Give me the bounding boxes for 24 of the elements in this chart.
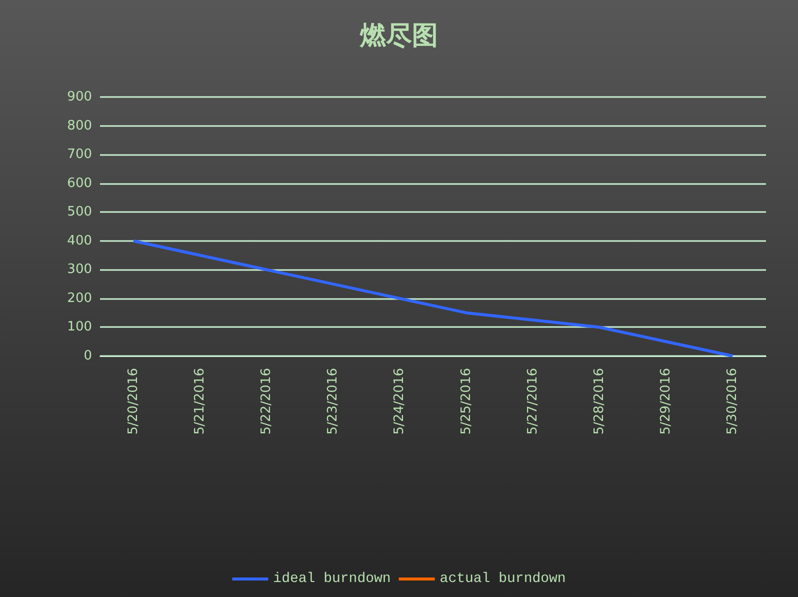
- x-tick-label: 5/28/2016: [592, 368, 607, 435]
- y-tick-label: 800: [67, 118, 92, 134]
- y-tick-label: 600: [67, 176, 92, 191]
- y-tick-label: 900: [67, 90, 92, 104]
- x-tick-label: 5/21/2016: [192, 368, 208, 435]
- x-tick-label: 5/30/2016: [725, 368, 740, 435]
- chart-title: 燃尽图: [359, 21, 438, 51]
- x-tick-label: 5/20/2016: [126, 368, 141, 435]
- x-tick-label: 5/25/2016: [458, 368, 474, 435]
- line-series: [132, 239, 734, 358]
- legend-label: ideal burndown: [273, 571, 391, 587]
- x-tick-label: 5/23/2016: [326, 368, 341, 435]
- y-tick-label: 400: [67, 233, 92, 248]
- x-tick-label: 5/27/2016: [525, 368, 540, 435]
- x-tick-label: 5/24/2016: [392, 368, 408, 435]
- y-tick-label: 100: [67, 320, 92, 335]
- y-tick-label: 0: [84, 348, 92, 364]
- y-tick-label: 500: [67, 204, 92, 220]
- x-tick-label: 5/22/2016: [259, 368, 274, 435]
- y-tick-label: 200: [67, 290, 92, 306]
- y-tick-label: 700: [67, 147, 92, 162]
- legend-label: actual burndown: [440, 571, 566, 587]
- y-tick-label: 300: [67, 262, 92, 278]
- x-tick-label: 5/29/2016: [658, 368, 674, 435]
